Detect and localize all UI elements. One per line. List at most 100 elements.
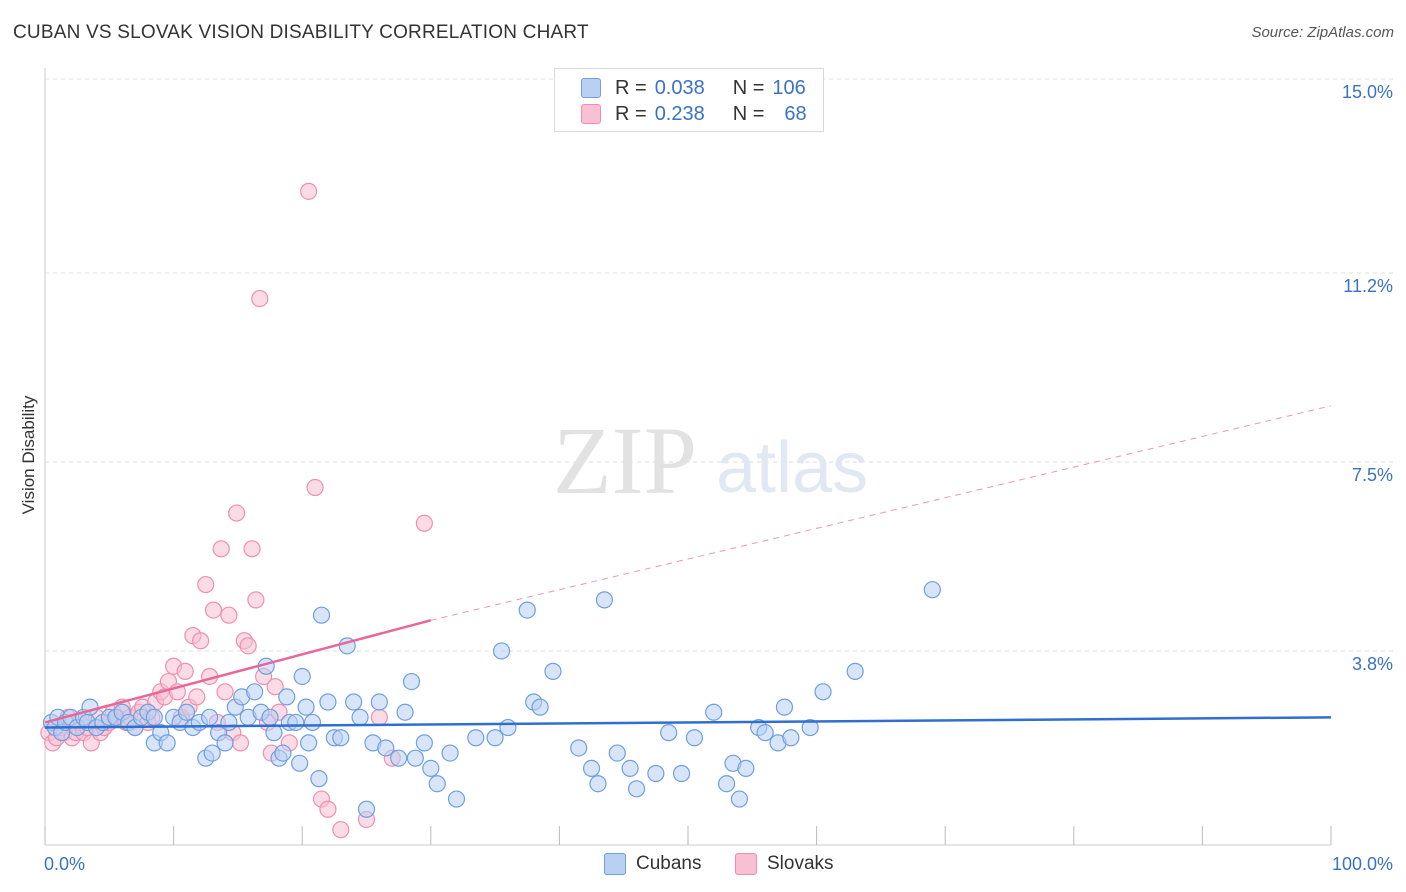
point-cuban <box>589 775 607 793</box>
point-cuban <box>415 734 433 752</box>
y-axis-label: Vision Disability <box>19 395 38 514</box>
point-cuban <box>492 642 511 660</box>
point-slovak <box>212 540 230 558</box>
trendlines <box>44 405 1332 729</box>
point-cuban <box>216 734 234 752</box>
bottom-legend-swatch-cubans <box>604 853 626 875</box>
point-cuban <box>846 662 864 680</box>
legend-n-label: N = <box>732 76 765 99</box>
point-cuban <box>396 703 414 721</box>
point-cuban <box>737 759 755 778</box>
point-cuban <box>447 790 466 808</box>
point-slovak <box>266 678 284 696</box>
point-cuban <box>297 698 315 716</box>
point-slovak <box>216 683 234 701</box>
y-tick-label: 15.0% <box>1342 82 1393 102</box>
bottom-legend-swatch-slovaks <box>735 853 757 875</box>
point-cuban <box>544 662 562 680</box>
point-cuban <box>428 775 446 793</box>
point-slovak <box>332 821 350 839</box>
point-cuban <box>201 708 219 726</box>
point-slovak <box>192 632 210 650</box>
axes <box>44 68 1332 846</box>
x-tick-label: 100.0% <box>1332 854 1393 874</box>
legend-r-value: 0.238 <box>654 102 705 125</box>
point-cuban <box>705 703 723 721</box>
point-cuban <box>278 688 296 706</box>
point-cuban <box>531 698 549 716</box>
point-cuban <box>300 734 318 752</box>
stats-legend: R = 0.038 N = 106 R = 0.238 N = 68 <box>554 68 824 132</box>
point-slovak <box>370 708 388 726</box>
trendline-cubans <box>44 716 1332 729</box>
point-cuban <box>467 729 485 747</box>
point-cuban <box>422 759 440 778</box>
point-slovak <box>243 540 261 558</box>
point-cuban <box>351 708 369 726</box>
point-cuban <box>660 724 678 742</box>
point-slovak <box>300 182 318 200</box>
point-cuban <box>595 591 614 609</box>
point-cuban <box>287 713 305 732</box>
point-cuban <box>717 775 736 793</box>
point-cuban <box>312 606 331 624</box>
point-cuban <box>406 749 424 767</box>
point-slovak <box>188 688 206 706</box>
point-cuban <box>627 780 646 798</box>
point-cuban <box>319 693 337 711</box>
point-cuban <box>158 734 176 752</box>
point-slovak <box>220 606 238 624</box>
point-cuban <box>310 770 328 788</box>
point-cuban <box>499 718 517 737</box>
legend-swatch-cubans <box>581 78 601 98</box>
point-slovak <box>228 504 246 522</box>
y-tick-label: 11.2% <box>1343 276 1393 296</box>
trendline-slovaks-dashed <box>430 405 1332 621</box>
point-cuban <box>345 693 363 711</box>
watermark-atlas: atlas <box>716 428 868 508</box>
point-cuban <box>377 739 395 757</box>
point-slovak <box>239 637 257 655</box>
point-cuban <box>261 708 279 726</box>
point-slovak <box>197 575 215 594</box>
y-tick-label: 3.8% <box>1352 654 1393 674</box>
point-cuban <box>608 744 626 762</box>
point-cuban <box>782 729 800 747</box>
chart-title: CUBAN VS SLOVAK VISION DISABILITY CORREL… <box>13 22 589 43</box>
legend-swatch-slovaks <box>581 104 601 124</box>
point-cuban <box>332 729 350 747</box>
point-cuban <box>246 683 264 701</box>
point-cuban <box>177 703 196 721</box>
point-slovak <box>176 662 194 680</box>
point-cuban <box>145 708 163 726</box>
point-cuban <box>357 800 376 818</box>
bottom-legend-label-cubans: Cubans <box>636 853 702 874</box>
point-cuban <box>441 744 459 762</box>
point-cuban <box>801 718 819 737</box>
legend-n-value: 68 <box>784 102 807 125</box>
y-tick-label: 7.5% <box>1352 465 1393 485</box>
legend-n-label: N = <box>732 102 765 125</box>
legend-r-value: 0.038 <box>654 76 705 99</box>
point-cuban <box>402 672 421 691</box>
point-cuban <box>203 744 221 762</box>
bottom-legend-slovaks: Slovaks <box>735 852 834 876</box>
trendline-slovaks-solid <box>44 619 432 724</box>
point-cuban <box>685 729 704 747</box>
point-cuban <box>303 713 322 732</box>
point-cuban <box>390 749 408 767</box>
legend-row-slovaks: R = 0.238 N = 68 <box>581 102 807 126</box>
point-cuban <box>293 667 311 686</box>
point-cuban <box>582 759 601 778</box>
point-slovak <box>319 800 337 818</box>
source-label: Source: ZipAtlas.com <box>1251 24 1394 41</box>
point-slovak <box>231 734 250 752</box>
point-cuban <box>730 790 749 808</box>
point-slovak <box>251 289 269 308</box>
point-cuban <box>370 693 388 711</box>
x-tick-label: 0.0% <box>44 854 85 874</box>
watermark-zip: ZIP <box>553 407 697 514</box>
point-cuban <box>291 754 309 772</box>
bottom-legend-label-slovaks: Slovaks <box>767 853 834 874</box>
